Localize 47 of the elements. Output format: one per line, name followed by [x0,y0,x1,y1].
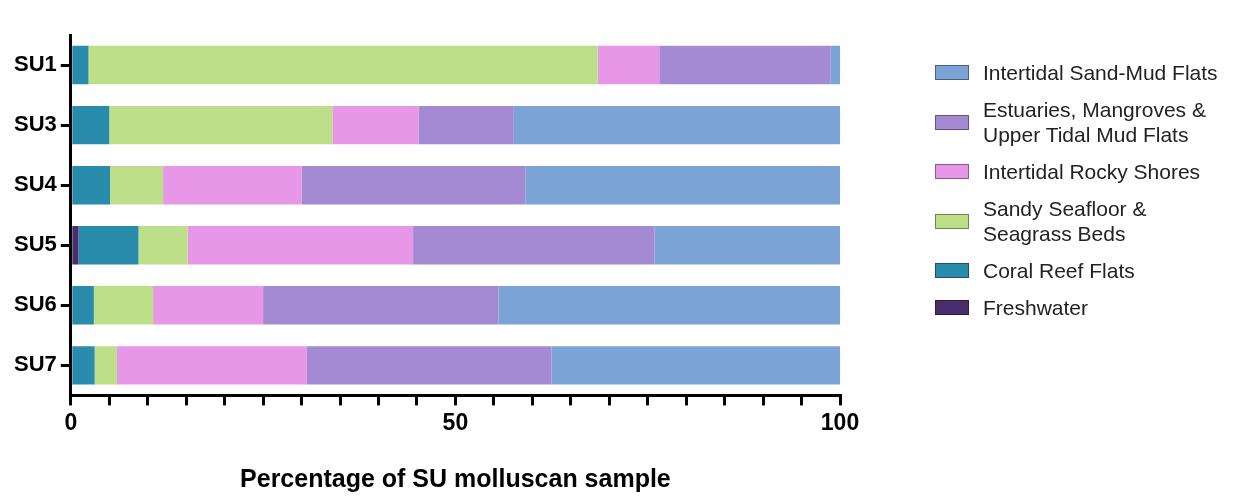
legend-label: Intertidal Sand-Mud Flats [983,60,1218,85]
bar [418,105,514,145]
legend-label: Freshwater [983,295,1089,320]
x-tick-label: 50 [442,408,469,435]
bar [138,226,188,265]
bar [94,346,117,385]
bar [72,286,94,325]
x-tick-label: 100 [820,408,860,435]
bar [513,105,840,145]
y-tick-label: SU1 [14,51,57,77]
bar [654,226,840,265]
bar [78,226,139,265]
bar [332,105,419,145]
bar [153,286,264,325]
legend-label: Intertidal Rocky Shores [983,159,1201,184]
bar [116,346,307,385]
bar [306,346,552,385]
bar [88,45,598,85]
bar [187,226,414,265]
y-tick-label: SU3 [14,111,57,137]
x-axis-title: Percentage of SU molluscan sample [240,463,671,492]
bar [72,105,110,145]
bar [109,105,333,145]
legend-label: Estuaries, Mangroves & Upper Tidal Mud Flats [983,97,1207,147]
bar [413,226,655,265]
bar [498,286,840,325]
legend-label: Sandy Seafloor & Seagrass Beds [983,196,1148,246]
bar [72,165,111,205]
bar [163,165,302,205]
bar [93,286,154,325]
y-tick-label: SU4 [14,171,58,197]
bar [72,45,89,85]
bar [301,165,526,205]
x-tick-label: 0 [64,408,78,435]
bar [72,346,95,385]
bar [597,45,660,85]
y-tick-label: SU5 [14,231,57,257]
bar [830,45,840,85]
y-tick-label: SU6 [14,291,57,317]
bar [659,45,831,85]
y-tick-label: SU7 [14,351,57,377]
bar [551,346,840,385]
bar [72,226,79,265]
bar [110,165,164,205]
bar [525,165,840,205]
legend-label: Coral Reef Flats [983,258,1135,283]
bar [263,286,499,325]
